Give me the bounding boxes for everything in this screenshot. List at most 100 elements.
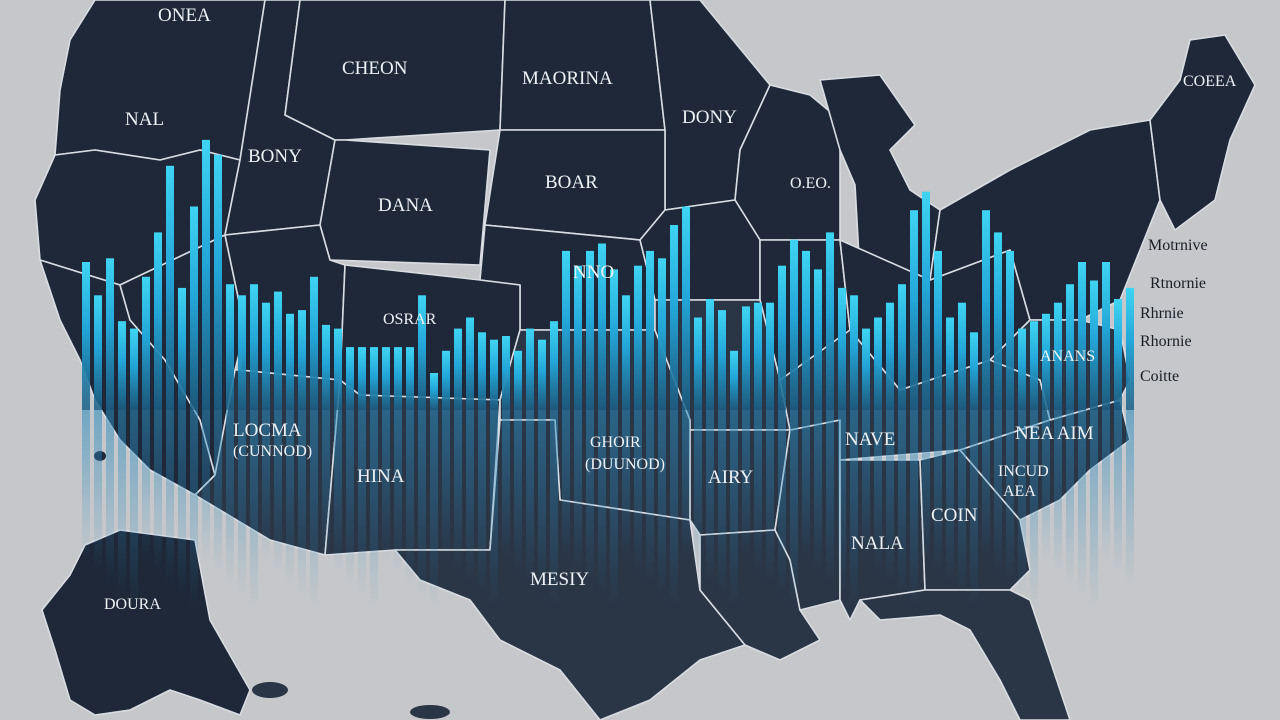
bar-streak xyxy=(862,410,870,560)
label-nal: NAL xyxy=(125,109,164,130)
bar-streak xyxy=(130,410,138,608)
label-cunnod: (CUNNOD) xyxy=(233,443,312,460)
label-cheon: CHEON xyxy=(342,58,408,79)
bar xyxy=(946,317,954,410)
bar-streak xyxy=(874,410,882,572)
bar-streak xyxy=(550,410,558,608)
bar-streak xyxy=(1066,410,1074,584)
bar xyxy=(1054,302,1062,410)
bar xyxy=(814,269,822,410)
label-airy: AIRY xyxy=(708,467,754,488)
bar xyxy=(394,347,402,410)
bar-streak xyxy=(406,410,414,584)
bar-streak xyxy=(346,410,354,584)
bar-streak xyxy=(958,410,966,596)
bar xyxy=(202,139,210,410)
bar xyxy=(154,232,162,410)
bar-streak xyxy=(1078,410,1086,596)
label-oeo: O.EO. xyxy=(790,175,831,192)
bar xyxy=(238,295,246,410)
bar-streak xyxy=(730,410,738,608)
bar-streak xyxy=(142,410,150,560)
bar-streak xyxy=(394,410,402,572)
bar-streak xyxy=(310,410,318,608)
bar-streak xyxy=(910,410,918,608)
bar-streak xyxy=(682,410,690,560)
label-anans: ANANS xyxy=(1040,348,1095,365)
bar-streak xyxy=(214,410,222,572)
bar-streak xyxy=(430,410,438,608)
label-coin: COIN xyxy=(931,505,978,526)
bar-streak xyxy=(526,410,534,584)
bar xyxy=(754,302,762,410)
bar-streak xyxy=(298,410,306,596)
bar xyxy=(514,350,522,410)
side-label: Motrnive xyxy=(1148,237,1208,254)
bar-streak xyxy=(946,410,954,584)
label-mesiy: MESIY xyxy=(530,569,589,590)
bar-streak xyxy=(1090,410,1098,608)
bar-streak xyxy=(118,410,126,596)
bar-streak xyxy=(334,410,342,572)
bar xyxy=(130,328,138,410)
bar xyxy=(562,250,570,410)
bar xyxy=(358,347,366,410)
bar xyxy=(82,262,90,410)
label-ghoir: GHOIR xyxy=(590,434,641,451)
bar-streak xyxy=(622,410,630,560)
bar xyxy=(334,328,342,410)
bar-streak xyxy=(106,410,114,584)
bar xyxy=(226,284,234,410)
bar xyxy=(994,232,1002,410)
bar-streak xyxy=(826,410,834,584)
bar xyxy=(622,295,630,410)
bar-streak xyxy=(610,410,618,608)
bar-streak xyxy=(934,410,942,572)
bar xyxy=(1018,328,1026,410)
bar-streak xyxy=(154,410,162,572)
bar-streak xyxy=(538,410,546,596)
bar xyxy=(502,336,510,410)
bar xyxy=(1006,250,1014,410)
bar xyxy=(586,250,594,410)
bar xyxy=(634,265,642,410)
bar xyxy=(118,321,126,410)
bar-streak xyxy=(994,410,1002,572)
bar xyxy=(538,339,546,410)
bar-streak xyxy=(178,410,186,596)
bar-streak xyxy=(1042,410,1050,560)
bar-streak xyxy=(250,410,258,608)
bar xyxy=(934,250,942,410)
label-osrar: OSRAR xyxy=(383,311,437,328)
bar-streak xyxy=(1054,410,1062,572)
bar-streak xyxy=(802,410,810,560)
bar-streak xyxy=(262,410,270,560)
bar-streak xyxy=(514,410,522,572)
bar xyxy=(610,269,618,410)
bar-streak xyxy=(706,410,714,584)
bar xyxy=(370,347,378,410)
bar-streak xyxy=(166,410,174,584)
label-nno: NNO xyxy=(573,262,614,283)
bar xyxy=(958,302,966,410)
bar-streak xyxy=(94,410,102,572)
bar xyxy=(166,165,174,410)
bar xyxy=(826,232,834,410)
bar-streak xyxy=(658,410,666,596)
bar-streak xyxy=(370,410,378,608)
side-label: Rhornie xyxy=(1140,333,1192,350)
bar-streak xyxy=(358,410,366,596)
bar-streak xyxy=(790,410,798,608)
bar-streak xyxy=(1030,410,1038,608)
bar-streak xyxy=(274,410,282,572)
bar xyxy=(838,287,846,410)
bar xyxy=(922,191,930,410)
bar-streaks xyxy=(82,410,1134,608)
bar xyxy=(418,295,426,410)
bar xyxy=(766,302,774,410)
bar xyxy=(970,332,978,410)
label-aea: AEA xyxy=(1003,483,1036,500)
bar-streak xyxy=(754,410,762,572)
